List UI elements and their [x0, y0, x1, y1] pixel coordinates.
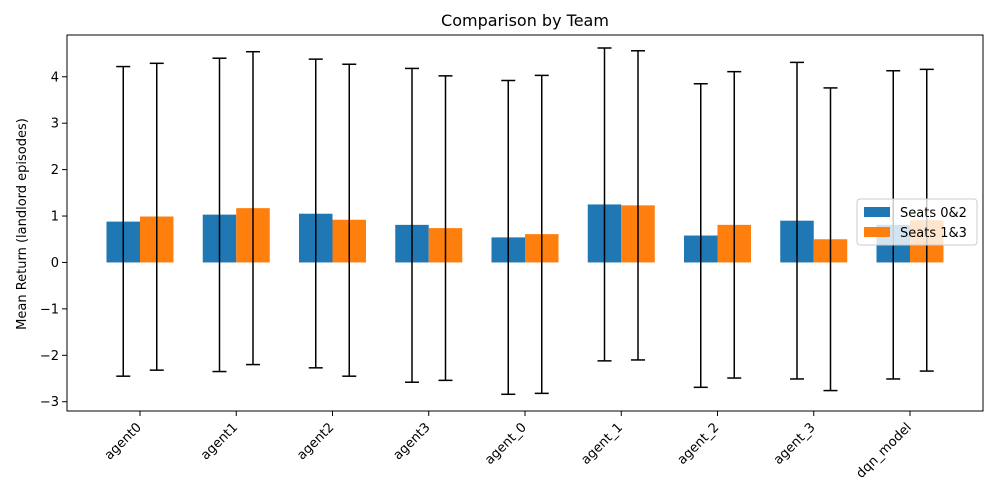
error-bar [790, 61, 804, 380]
error-bar [342, 63, 357, 377]
x-tick-label: agent3 [391, 420, 434, 463]
y-axis-label: Mean Return (landlord episodes) [15, 118, 30, 330]
error-bar [149, 62, 164, 371]
y-tick-label: −1 [40, 302, 59, 317]
error-bar [116, 65, 131, 377]
legend-swatch [864, 227, 890, 237]
error-bar [823, 87, 838, 392]
y-axis: −3 −2 −1 0 1 2 3 4 [40, 70, 67, 410]
error-bar [727, 70, 742, 379]
x-tick-label: agent2 [294, 420, 337, 463]
plot-frame [66, 34, 984, 412]
chart-title: Comparison by Team [441, 11, 609, 30]
legend-label: Seats 1&3 [900, 226, 967, 241]
x-tick-label: dqn_model [853, 420, 914, 481]
error-bar [308, 58, 323, 369]
error-bar [597, 47, 612, 362]
y-tick-label: 1 [51, 210, 59, 225]
y-tick-label: 2 [51, 163, 59, 178]
y-tick-label: −2 [40, 349, 59, 364]
error-bar [501, 79, 516, 396]
y-tick-label: 3 [51, 117, 59, 132]
x-tick-label: agent0 [102, 420, 145, 463]
error-bar [405, 67, 419, 383]
legend: Seats 0&2 Seats 1&3 [856, 198, 978, 246]
error-bar [693, 82, 708, 389]
y-tick-label: −3 [40, 395, 59, 410]
error-bar [631, 50, 645, 361]
x-tick-label: agent_1 [578, 420, 626, 468]
legend-label: Seats 0&2 [900, 206, 967, 221]
y-tick-label: 4 [51, 70, 59, 85]
error-bar [438, 75, 453, 382]
x-tick-label: agent_0 [482, 420, 530, 468]
error-bar [534, 74, 549, 395]
x-tick-label: agent1 [198, 420, 241, 463]
legend-swatch [864, 207, 890, 217]
x-axis: agent0 agent1 agent2 agent3 agent_0 agent_1 ag… [102, 411, 915, 482]
error-bars-layer [116, 47, 934, 396]
error-bar [212, 57, 227, 373]
y-tick-label: 0 [51, 256, 59, 271]
error-bar [246, 50, 260, 366]
x-tick-label: agent_3 [771, 420, 819, 468]
x-tick-label: agent_2 [675, 420, 723, 468]
